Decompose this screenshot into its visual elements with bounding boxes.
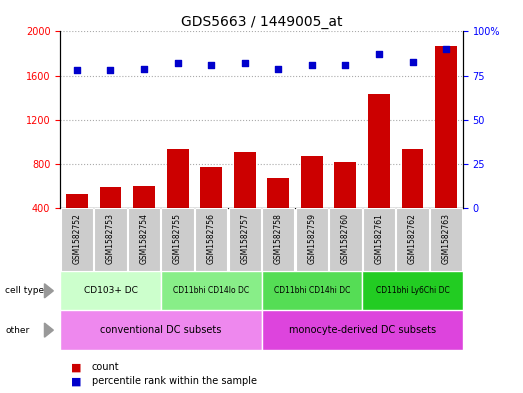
Point: [174, 60, 182, 66]
Text: GSM1582756: GSM1582756: [207, 213, 215, 264]
Polygon shape: [44, 323, 53, 337]
Text: GSM1582758: GSM1582758: [274, 213, 283, 264]
Point: [341, 62, 349, 68]
Text: GSM1582754: GSM1582754: [140, 213, 149, 264]
Point: [140, 66, 148, 72]
Text: conventional DC subsets: conventional DC subsets: [100, 325, 222, 335]
Bar: [335, 162, 356, 252]
Point: [375, 51, 383, 58]
Text: monocyte-derived DC subsets: monocyte-derived DC subsets: [289, 325, 436, 335]
Bar: [363, 208, 395, 271]
Text: GSM1582763: GSM1582763: [441, 213, 451, 264]
Bar: [267, 178, 289, 252]
Text: GSM1582762: GSM1582762: [408, 213, 417, 264]
Text: GSM1582760: GSM1582760: [341, 213, 350, 264]
Bar: [435, 46, 457, 252]
Bar: [162, 208, 194, 271]
Bar: [60, 310, 262, 350]
Text: CD103+ DC: CD103+ DC: [84, 286, 138, 295]
Bar: [61, 208, 93, 271]
Bar: [262, 310, 463, 350]
Point: [73, 67, 81, 73]
Text: GSM1582757: GSM1582757: [240, 213, 249, 264]
Text: GSM1582755: GSM1582755: [173, 213, 182, 264]
Text: percentile rank within the sample: percentile rank within the sample: [92, 376, 256, 386]
Point: [442, 46, 450, 52]
Text: GSM1582759: GSM1582759: [308, 213, 316, 264]
Bar: [99, 187, 121, 252]
Point: [106, 67, 115, 73]
Bar: [430, 208, 462, 271]
Bar: [128, 208, 160, 271]
Point: [207, 62, 215, 68]
Bar: [234, 152, 256, 252]
Text: cell type: cell type: [5, 286, 44, 295]
Bar: [329, 208, 361, 271]
Text: CD11bhi CD14hi DC: CD11bhi CD14hi DC: [274, 286, 350, 295]
Bar: [60, 271, 161, 310]
Text: GSM1582761: GSM1582761: [374, 213, 383, 264]
Point: [408, 58, 417, 64]
Text: CD11bhi Ly6Chi DC: CD11bhi Ly6Chi DC: [376, 286, 449, 295]
Text: GSM1582753: GSM1582753: [106, 213, 115, 264]
Bar: [94, 208, 127, 271]
Text: CD11bhi CD14lo DC: CD11bhi CD14lo DC: [173, 286, 249, 295]
Bar: [133, 186, 155, 252]
Text: other: other: [5, 326, 29, 334]
Bar: [362, 271, 463, 310]
Bar: [295, 208, 328, 271]
Text: GSM1582752: GSM1582752: [72, 213, 82, 264]
Bar: [229, 208, 261, 271]
Bar: [301, 156, 323, 252]
Bar: [167, 149, 188, 252]
Bar: [368, 94, 390, 252]
Bar: [262, 208, 294, 271]
Bar: [161, 271, 262, 310]
Bar: [195, 208, 228, 271]
Bar: [402, 149, 424, 252]
Point: [241, 60, 249, 66]
Bar: [66, 194, 88, 252]
Text: ■: ■: [71, 362, 81, 373]
Text: ■: ■: [71, 376, 81, 386]
Bar: [200, 167, 222, 252]
Point: [274, 66, 282, 72]
Bar: [262, 271, 362, 310]
Text: count: count: [92, 362, 119, 373]
Point: [308, 62, 316, 68]
Polygon shape: [44, 284, 53, 298]
Title: GDS5663 / 1449005_at: GDS5663 / 1449005_at: [181, 15, 342, 29]
Bar: [396, 208, 429, 271]
